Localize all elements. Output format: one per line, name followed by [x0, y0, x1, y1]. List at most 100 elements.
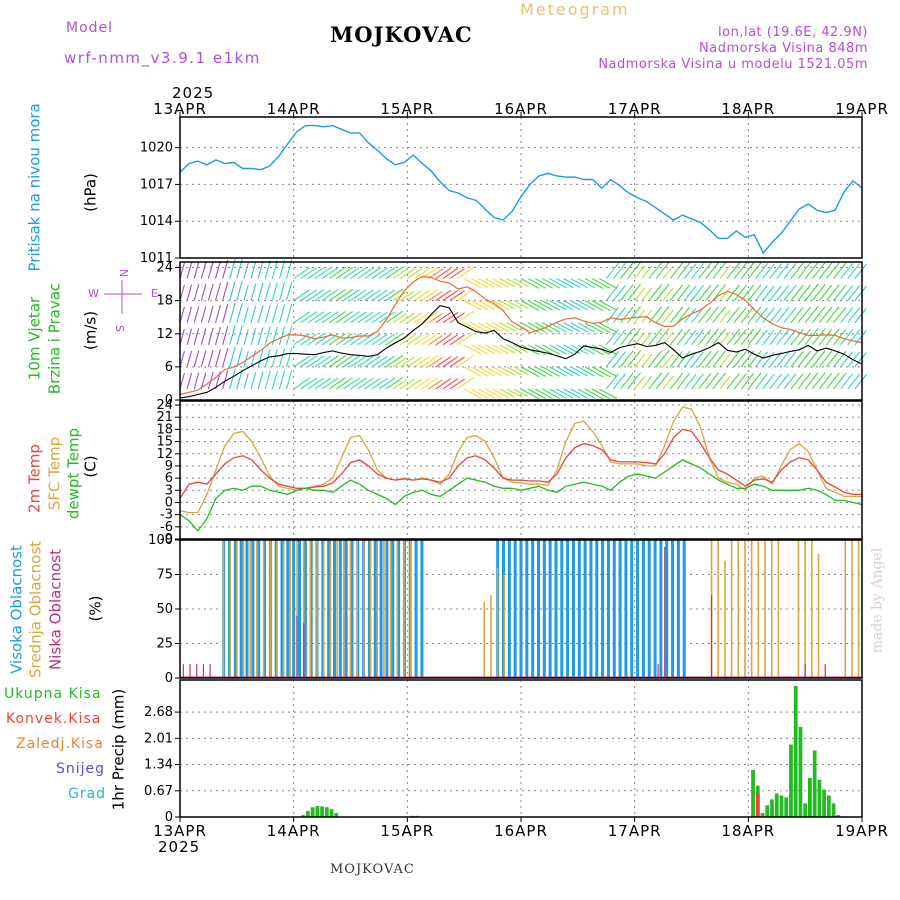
wind-barb [620, 350, 634, 368]
wind-barb [826, 328, 840, 346]
wind-barb [214, 260, 221, 279]
wind-barb [712, 262, 726, 279]
wind-barb [492, 300, 510, 311]
mid-cloud-bar [296, 540, 298, 678]
wind-barb [385, 354, 404, 368]
wind-barb [399, 334, 415, 346]
wind-barb [612, 262, 626, 279]
wind-barb [527, 366, 547, 377]
wind-barb [364, 377, 381, 390]
wind-barb [207, 283, 214, 301]
wind-barb [563, 300, 581, 310]
wind-barb [669, 306, 684, 324]
wind-barb [719, 353, 731, 368]
mid-cloud-bar [356, 540, 358, 678]
mid-cloud-bar [376, 540, 379, 678]
wind-barb [627, 283, 641, 301]
wind-barb [712, 328, 726, 346]
wind-barb [435, 267, 451, 280]
wind-barb [534, 344, 553, 355]
wind-barb [584, 300, 604, 312]
mid-cloud-bar [316, 540, 318, 678]
low-cloud-bar [182, 664, 184, 678]
wind-barb [193, 284, 200, 301]
wind-barb [563, 322, 581, 333]
mid-cloud-bar [764, 540, 766, 678]
wind-barb [804, 261, 819, 279]
high-cloud-bar [641, 540, 645, 678]
wind-barb [186, 262, 193, 279]
total-precip-bar [798, 726, 803, 817]
wind-speed-line [179, 304, 863, 399]
high-cloud-bar [653, 540, 657, 678]
wind-barb [264, 260, 271, 279]
high-cloud-bar [280, 540, 284, 678]
wind-barb [577, 278, 596, 289]
wind-barb [598, 278, 618, 289]
wind-barb [691, 263, 704, 279]
wind-barb [378, 311, 396, 324]
total-precip-bar [760, 813, 765, 817]
wind-gust-line [179, 275, 863, 396]
wind-barb [769, 329, 782, 346]
bottom-x-tick-label: 19APR [835, 822, 889, 840]
wind-barb [300, 289, 318, 302]
wind-barb [520, 388, 540, 400]
wind-barb [463, 388, 482, 399]
wind-barb [485, 322, 502, 332]
wind-barb [627, 306, 641, 324]
wind-barb [698, 373, 712, 390]
wind-barb [200, 372, 207, 390]
wind-barb [506, 300, 523, 310]
wind-barb [300, 355, 318, 368]
wind-barb [499, 366, 515, 376]
wind-barb [335, 377, 354, 390]
wind-barb [662, 287, 674, 301]
wind-barb [278, 326, 286, 345]
high-cloud-bar [671, 540, 675, 678]
wind-barb [442, 378, 459, 390]
wind-barb [378, 377, 396, 390]
wind-barb [833, 284, 847, 301]
high-cloud-bar [344, 540, 348, 678]
wind-barb [229, 369, 236, 390]
mid-cloud-bar [490, 595, 492, 678]
conv-precip-bar [755, 793, 760, 817]
wind-barb [669, 262, 684, 279]
wind-barb [478, 366, 495, 377]
wind-barb [314, 377, 332, 390]
wind-barb [769, 307, 782, 324]
temp-tick-label: 18 [156, 422, 173, 437]
wind-barb [769, 263, 782, 279]
wind-barb [790, 373, 804, 390]
high-cloud-bar [536, 540, 540, 678]
wind-barb [257, 305, 264, 323]
panel-frame [179, 116, 863, 259]
wind-barb [492, 344, 510, 355]
wind-barb [762, 263, 775, 279]
mid-cloud-bar [289, 540, 292, 678]
mid-cloud-bar [851, 540, 853, 678]
high-cloud-bar [263, 540, 267, 678]
total-precip-bar [784, 797, 789, 817]
wind-barb [563, 278, 581, 288]
cloud-tick-label: 0 [165, 671, 173, 686]
wind-barb [627, 372, 641, 390]
wind-barb [655, 328, 670, 346]
wind-barb [328, 377, 346, 390]
wind-barb [818, 328, 833, 346]
wind-barb [612, 373, 626, 390]
bottom-x-tick-label: 18APR [721, 822, 775, 840]
low-cloud-bar [664, 546, 666, 678]
wind-barb [691, 373, 704, 390]
wind-barb [549, 278, 567, 289]
wind-barb [776, 307, 790, 324]
wind-barb [612, 329, 626, 346]
low-cloud-bar [710, 595, 713, 678]
wind-barb [485, 366, 502, 377]
mid-cloud-bar [336, 540, 338, 678]
wind-barb [286, 348, 293, 368]
wind-barb [236, 303, 243, 323]
wind-barb [471, 344, 489, 355]
